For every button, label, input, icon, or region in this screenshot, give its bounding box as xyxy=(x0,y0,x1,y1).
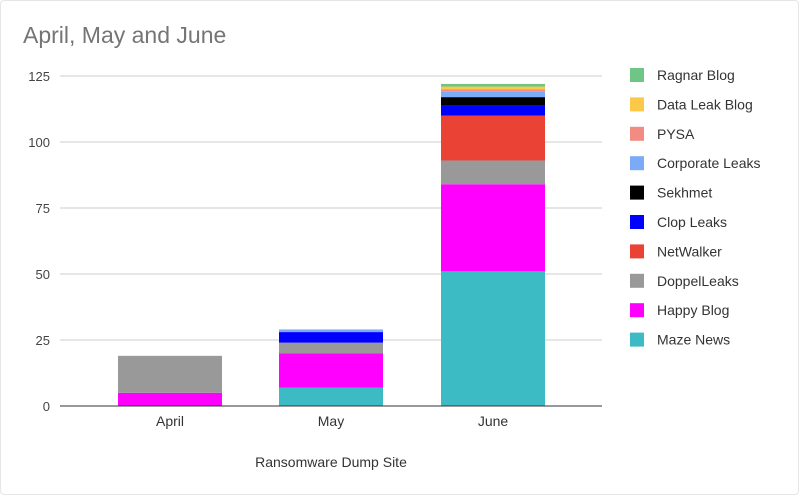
y-tick-label: 100 xyxy=(28,135,50,150)
y-tick-label: 50 xyxy=(36,267,50,282)
bar-segment xyxy=(279,332,383,343)
legend-label: Sekhmet xyxy=(657,185,712,201)
legend-swatch xyxy=(630,273,644,288)
bar-segment xyxy=(441,89,545,92)
y-tick-label: 75 xyxy=(36,201,50,216)
legend-swatch xyxy=(630,303,644,318)
x-tick-label: April xyxy=(156,413,184,429)
bar-segment xyxy=(441,86,545,90)
bar-segment xyxy=(279,353,383,388)
bar-layer xyxy=(118,83,545,406)
legend-label: DoppelLeaks xyxy=(657,273,739,289)
legend-label: Maze News xyxy=(657,332,730,348)
legend-label: Clop Leaks xyxy=(657,214,727,230)
legend-swatch xyxy=(630,126,644,141)
bar-segment xyxy=(441,115,545,161)
bar-segment xyxy=(441,105,545,116)
legend-swatch xyxy=(630,97,644,112)
legend-swatch xyxy=(630,215,644,229)
legend-swatch xyxy=(630,332,644,347)
bar-segment xyxy=(441,160,545,185)
axis-layer: 0 25 50 75 100 125 April May June xyxy=(28,69,602,429)
bar-segment xyxy=(441,271,545,406)
y-tick-label: 0 xyxy=(43,399,50,414)
bar-segment xyxy=(279,342,383,354)
bar-segment xyxy=(441,91,545,98)
legend-label: Corporate Leaks xyxy=(657,155,761,171)
legend-label: Data Leak Blog xyxy=(657,96,753,112)
legend-swatch xyxy=(630,156,644,171)
legend-swatch xyxy=(630,185,644,200)
legend-label: NetWalker xyxy=(657,243,722,259)
y-tick-label: 125 xyxy=(28,69,50,84)
x-axis-title: Ransomware Dump Site xyxy=(255,454,407,470)
bar-segment xyxy=(279,387,383,406)
legend: Ragnar Blog Data Leak Blog PYSA Corporate L… xyxy=(630,67,761,348)
legend-label: PYSA xyxy=(657,126,695,142)
legend-label: Happy Blog xyxy=(657,302,729,318)
bar-segment xyxy=(279,329,383,333)
bar-segment xyxy=(118,355,222,393)
chart-title: April, May and June xyxy=(23,22,227,48)
x-tick-label: May xyxy=(318,413,344,429)
y-tick-label: 25 xyxy=(36,333,50,348)
bar-segment xyxy=(118,392,222,406)
legend-label: Ragnar Blog xyxy=(657,67,735,83)
bar-segment xyxy=(441,184,545,272)
bar-segment xyxy=(441,97,545,106)
bar-segment xyxy=(441,83,545,87)
x-tick-label: June xyxy=(478,413,509,429)
legend-swatch xyxy=(630,244,644,259)
legend-swatch xyxy=(630,68,644,82)
